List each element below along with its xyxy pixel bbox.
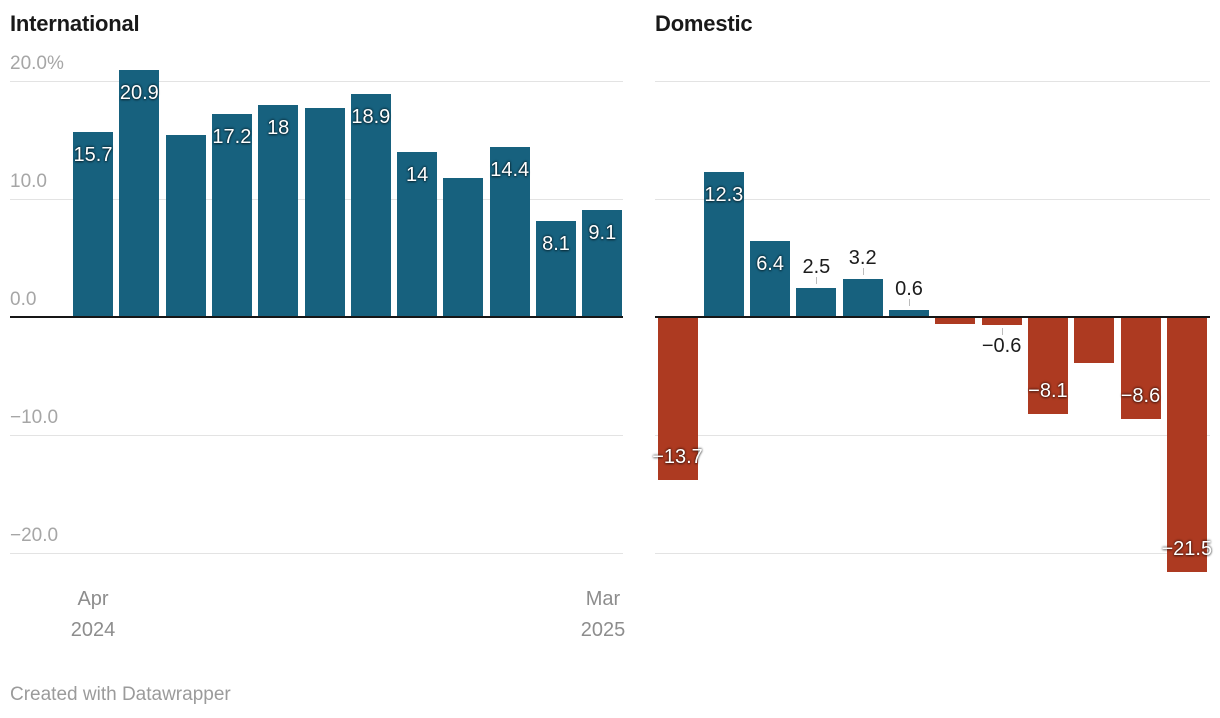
gridline xyxy=(655,435,1210,436)
bar-sep-2024[interactable] xyxy=(889,309,929,317)
bar-value-label: 14.4 xyxy=(490,159,530,182)
x-axis-label-first-month: Apr xyxy=(77,588,109,610)
bar-value-label: 17.2 xyxy=(212,126,252,149)
bar-jan-2025[interactable] xyxy=(489,147,530,317)
x-axis-label-last-month: Mar xyxy=(585,588,621,610)
bar-feb-2025[interactable] xyxy=(1120,318,1161,420)
gridline xyxy=(655,553,1210,554)
bar-may-2024[interactable] xyxy=(119,70,160,317)
datawrapper-credit-link[interactable]: Created with Datawrapper xyxy=(10,684,231,705)
bar-value-label: 15.7 xyxy=(73,143,113,166)
bar-value-label: 3.2 xyxy=(848,247,877,270)
y-tick-label: 20.0% xyxy=(10,53,64,74)
bar-aug-2024[interactable] xyxy=(258,104,299,317)
panel-title-international: International xyxy=(10,11,140,36)
bar-jan-2025[interactable] xyxy=(1074,318,1115,363)
bar-jul-2024[interactable] xyxy=(211,114,252,317)
bar-apr-2024[interactable] xyxy=(73,131,113,317)
bar-dec-2024[interactable] xyxy=(1027,318,1068,414)
bar-mar-2025[interactable] xyxy=(1166,318,1207,572)
bar-mar-2025[interactable] xyxy=(582,209,623,317)
bar-aug-2024[interactable] xyxy=(842,279,883,317)
bar-apr-2024[interactable] xyxy=(657,318,698,480)
bar-value-label: 6.4 xyxy=(756,253,784,276)
bar-value-label: 12.3 xyxy=(704,183,744,206)
y-tick-label: −20.0 xyxy=(10,525,59,546)
label-leader-tick xyxy=(816,276,818,284)
bar-value-label: 8.1 xyxy=(542,233,570,256)
bar-value-label: 9.1 xyxy=(588,221,617,244)
label-leader-tick xyxy=(862,268,864,276)
bar-nov-2024[interactable] xyxy=(397,151,438,317)
x-axis-label-last: Mar 2025 xyxy=(543,584,663,646)
bar-value-label: 20.9 xyxy=(119,82,159,105)
gridline xyxy=(10,553,623,554)
bar-value-label: −0.6 xyxy=(981,335,1022,358)
label-leader-tick xyxy=(1001,328,1003,336)
bar-value-label: 0.6 xyxy=(895,277,923,300)
x-axis-label-first-year: 2024 xyxy=(70,619,116,641)
bar-jun-2024[interactable] xyxy=(750,241,791,317)
zero-axis-line xyxy=(655,316,1210,318)
bar-jul-2024[interactable] xyxy=(796,287,837,317)
panel-title-domestic: Domestic xyxy=(655,11,753,36)
bar-sep-2024[interactable] xyxy=(304,108,345,317)
bar-value-label: 14 xyxy=(405,163,429,186)
bar-value-label: −8.6 xyxy=(1120,385,1161,408)
bar-value-label: −21.5 xyxy=(1161,537,1213,560)
bar-oct-2024[interactable] xyxy=(935,318,976,324)
label-leader-tick xyxy=(909,298,910,306)
bar-value-label: 2.5 xyxy=(802,255,831,278)
gridline xyxy=(655,199,1210,200)
x-axis-label-first: Apr 2024 xyxy=(33,584,153,646)
bar-oct-2024[interactable] xyxy=(350,93,391,317)
gridline xyxy=(10,81,623,82)
bar-dec-2024[interactable] xyxy=(443,177,484,317)
bar-nov-2024[interactable] xyxy=(981,318,1022,326)
gridline xyxy=(10,435,623,436)
zero-axis-line xyxy=(10,316,623,318)
gridline xyxy=(655,81,1210,82)
bar-value-label: 18.9 xyxy=(351,105,391,128)
y-tick-label: −10.0 xyxy=(10,407,59,428)
y-tick-label: 0.0 xyxy=(10,289,37,310)
bar-may-2024[interactable] xyxy=(703,171,744,317)
x-axis-label-last-year: 2025 xyxy=(580,619,626,641)
bar-value-label: −13.7 xyxy=(652,445,703,468)
y-tick-label: 10.0 xyxy=(10,171,47,192)
bar-value-label: 18 xyxy=(267,116,290,139)
bar-jun-2024[interactable] xyxy=(165,135,206,317)
bar-feb-2025[interactable] xyxy=(536,221,576,317)
bar-value-label: −8.1 xyxy=(1028,379,1068,402)
